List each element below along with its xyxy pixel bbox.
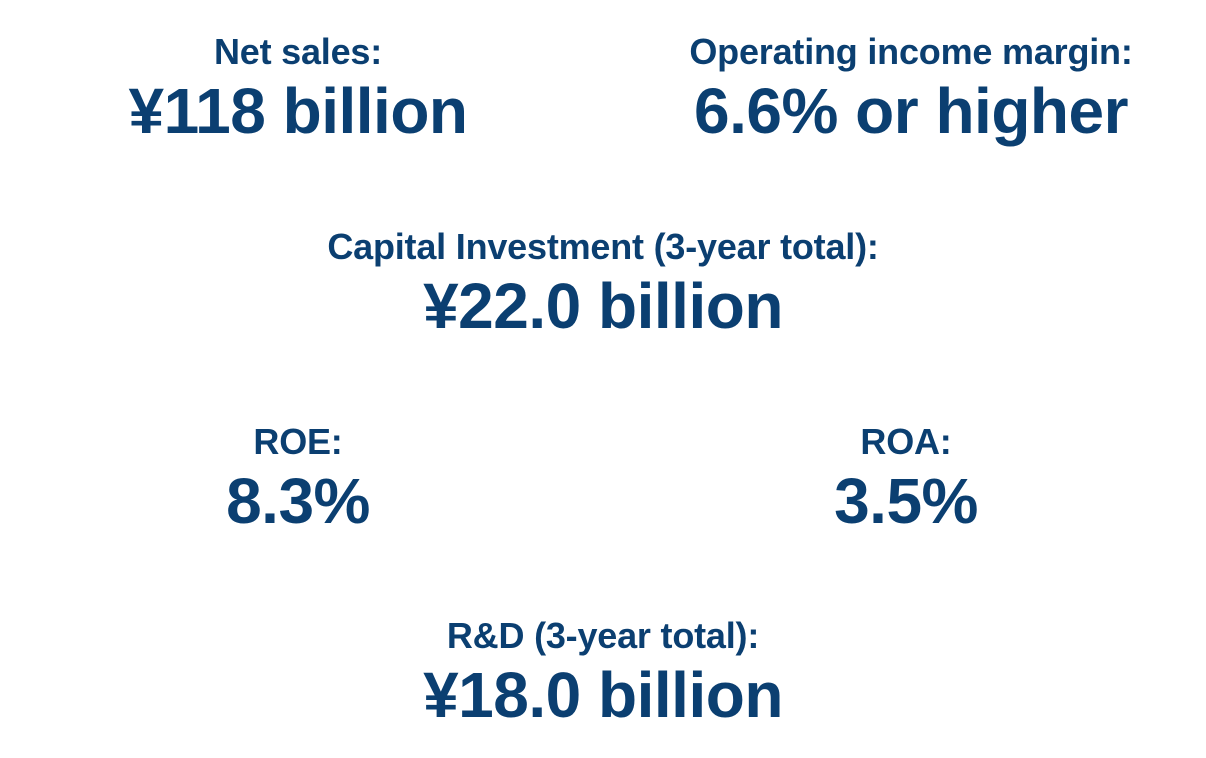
capital-investment-metric: Capital Investment (3-year total): ¥22.0… [327, 225, 879, 343]
capital-investment-value: ¥22.0 billion [423, 270, 783, 342]
capital-investment-label: Capital Investment (3-year total): [327, 226, 879, 267]
roa-value: 3.5% [834, 465, 978, 537]
rd-metric: R&D (3-year total): ¥18.0 billion [423, 614, 783, 732]
operating-income-margin-label: Operating income margin: [689, 31, 1133, 72]
net-sales-value: ¥118 billion [128, 75, 468, 147]
net-sales-label: Net sales: [213, 31, 383, 72]
rd-label: R&D (3-year total): [446, 615, 760, 656]
roe-value: 8.3% [226, 465, 370, 537]
roe-metric: ROE: 8.3% [226, 420, 370, 538]
roe-label: ROE: [253, 421, 343, 462]
net-sales-metric: Net sales: ¥118 billion [128, 30, 468, 148]
operating-income-margin-metric: Operating income margin: 6.6% or higher [689, 30, 1132, 148]
rd-value: ¥18.0 billion [423, 659, 783, 731]
operating-income-margin-value: 6.6% or higher [694, 75, 1129, 147]
roa-label: ROA: [860, 421, 952, 462]
roa-metric: ROA: 3.5% [834, 420, 978, 538]
